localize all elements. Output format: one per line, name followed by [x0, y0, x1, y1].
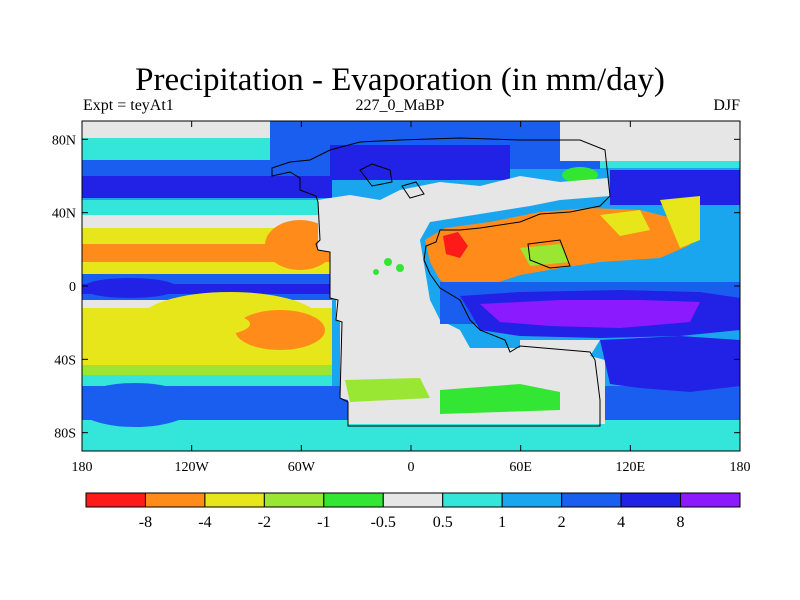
y-tick-label: 0 — [69, 280, 76, 295]
y-tick-label: 40N — [52, 207, 76, 222]
pacific-orange-patch — [265, 220, 335, 270]
y-axis: 80N 40N 0 40S 80S — [52, 133, 740, 442]
equatorial-wet-patch — [82, 278, 178, 298]
boreal-very-wet-region — [330, 145, 510, 180]
east-yellow-patch — [660, 196, 700, 248]
colorbar-label: -4 — [198, 514, 211, 531]
south-east-wet — [600, 336, 740, 392]
lime-south-patch — [345, 378, 430, 402]
colorbar-label: 2 — [558, 514, 566, 531]
y-tick-label: 80S — [54, 427, 76, 442]
colorbar-segment — [263, 492, 325, 508]
isolated-wet-spot-2 — [396, 264, 404, 272]
colorbar-segment — [204, 492, 265, 508]
colorbar-label: 8 — [677, 514, 685, 531]
x-tick-label: 180 — [72, 460, 93, 475]
itcz-core — [82, 284, 332, 294]
experiment-label: Expt = teyAt1 — [83, 97, 174, 114]
south-pacific-orange — [235, 310, 325, 350]
colorbar-label: -0.5 — [371, 514, 396, 531]
colorbar-label: -8 — [139, 514, 152, 531]
y-tick-label: 80N — [52, 133, 76, 148]
colorbar: -8 -4 -2 -1 -0.5 0.5 1 2 4 8 — [85, 492, 741, 531]
inland-sea-outline — [527, 239, 571, 269]
x-tick-label: 60E — [509, 460, 532, 475]
colorbar-segment — [382, 492, 444, 508]
pangaea-coastline — [271, 137, 611, 427]
colorbar-label: 0.5 — [433, 514, 453, 531]
colorbar-segment — [442, 492, 503, 508]
tethys-max-wet — [480, 300, 700, 328]
coastline-inlet-1 — [359, 163, 393, 187]
colorbar-segment — [561, 492, 622, 508]
south-pacific-wet — [82, 383, 195, 427]
colorbar-segment — [85, 492, 146, 508]
green-south-patch — [440, 384, 560, 414]
colorbar-label: 4 — [617, 514, 625, 531]
yellow-east-patch — [600, 210, 650, 236]
colorbar-label: -2 — [258, 514, 271, 531]
time-label: 227_0_MaBP — [355, 97, 445, 114]
x-axis: 180 120W 60W 0 60E 120E 180 — [72, 121, 751, 475]
map-title: Precipitation - Evaporation (in mm/day) — [135, 62, 665, 98]
colorbar-label: -1 — [317, 514, 330, 531]
x-tick-label: 0 — [408, 460, 415, 475]
extreme-dry-patch — [443, 232, 468, 258]
arctic-east-dry — [560, 121, 740, 161]
colorbar-segment — [680, 492, 741, 508]
colorbar-segment — [501, 492, 563, 508]
colorbar-segment — [620, 492, 682, 508]
field-plot — [82, 121, 740, 451]
isolated-wet-spot-3 — [373, 269, 379, 275]
x-tick-label: 120E — [616, 460, 646, 475]
coastline-inlet-2 — [401, 181, 425, 199]
isolated-wet-spot-1 — [384, 258, 392, 266]
south-pacific-yellow — [130, 310, 250, 338]
season-label: DJF — [713, 97, 740, 114]
y-tick-label: 40S — [54, 353, 76, 368]
green-wet-spot — [562, 167, 598, 183]
x-tick-label: 180 — [730, 460, 751, 475]
storm-track-north — [82, 176, 332, 198]
colorbar-label: 1 — [498, 514, 506, 531]
colorbar-segment — [323, 492, 384, 508]
colorbar-segment — [144, 492, 206, 508]
x-tick-label: 120W — [175, 460, 210, 475]
x-tick-label: 60W — [288, 460, 316, 475]
